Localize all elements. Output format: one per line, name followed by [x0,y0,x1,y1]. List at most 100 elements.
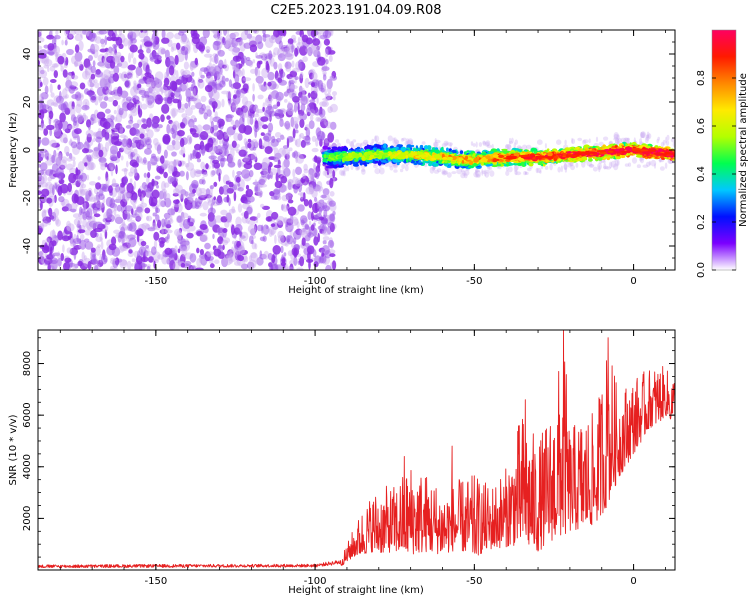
signal-halo-blob [400,138,404,142]
signal-halo-blob [489,170,495,177]
noise-blob [228,99,232,105]
signal-halo-blob [564,139,567,145]
noise-blob [252,93,255,102]
noise-blob [104,229,108,240]
noise-blob [241,68,245,77]
noise-blob [287,38,294,45]
noise-blob [313,164,317,173]
signal-halo-blob [646,131,650,139]
noise-blob [295,155,298,164]
noise-blob [213,34,218,39]
noise-blob [108,185,113,194]
noise-blob [74,128,82,135]
signal-blob [459,150,464,155]
noise-blob [225,114,234,119]
noise-blob [127,64,136,71]
noise-blob [159,240,165,248]
noise-blob [40,201,43,210]
signal-blob [406,144,412,149]
noise-blob [52,185,55,196]
noise-blob [227,154,235,164]
noise-blob [74,62,78,67]
signal-halo-blob [407,138,414,145]
noise-blob [308,199,313,209]
noise-blob [225,77,229,82]
noise-blob [188,97,198,102]
signal-halo-blob [613,163,619,171]
noise-blob [160,155,165,164]
noise-blob [156,144,162,155]
noise-blob [95,136,102,143]
noise-blob [166,144,175,151]
signal-blob [322,145,329,150]
noise-blob [77,135,80,145]
noise-blob [164,49,170,60]
noise-blob [66,163,74,171]
noise-blob [118,30,123,36]
noise-blob [231,140,237,148]
noise-blob [133,30,140,37]
noise-blob [212,90,220,101]
noise-blob [135,211,143,221]
signal-blob [413,147,416,152]
signal-halo-blob [636,164,642,169]
noise-blob [208,155,217,160]
noise-blob [154,175,161,180]
signal-halo-blob [374,135,380,142]
noise-blob [188,97,191,108]
noise-blob [274,152,282,159]
noise-blob [72,213,81,219]
signal-halo-blob [627,162,632,167]
signal-halo-blob [666,134,670,141]
noise-blob [61,39,64,46]
noise-blob [146,215,153,222]
noise-blob [144,148,152,155]
noise-blob [42,77,49,86]
noise-blob [231,105,238,112]
noise-blob [321,230,330,236]
noise-blob [39,224,44,229]
noise-blob [137,228,144,237]
noise-blob [239,150,248,155]
noise-blob [164,229,173,234]
noise-blob [212,116,222,123]
noise-blob [154,128,160,133]
noise-blob [110,135,120,145]
noise-blob [75,103,82,114]
noise-blob [324,88,327,96]
noise-blob [79,82,86,90]
noise-blob [297,204,305,212]
noise-blob [180,122,186,129]
noise-blob [222,140,229,149]
noise-blob [207,200,214,206]
noise-blob [88,122,91,131]
noise-blob [53,102,59,107]
noise-blob [188,192,196,197]
noise-blob [161,37,170,44]
noise-blob [57,55,65,65]
noise-blob [199,249,204,255]
noise-blob [133,167,138,177]
noise-blob [274,234,277,244]
noise-blob [318,216,325,221]
noise-blob [314,87,319,94]
noise-blob [64,30,69,37]
signal-blob [344,146,348,151]
noise-blob [73,233,77,242]
noise-blob [128,30,133,36]
noise-blob [230,83,236,89]
noise-blob [194,102,202,109]
noise-blob [329,253,336,258]
noise-blob [224,255,233,266]
noise-blob [262,106,265,112]
noise-blob [97,244,101,248]
noise-blob [120,55,125,63]
noise-blob [100,254,108,265]
noise-blob [44,59,53,67]
noise-blob [198,254,205,264]
noise-blob [150,155,158,166]
noise-blob [237,203,243,213]
noise-blob [76,113,83,124]
noise-blob [180,262,186,268]
